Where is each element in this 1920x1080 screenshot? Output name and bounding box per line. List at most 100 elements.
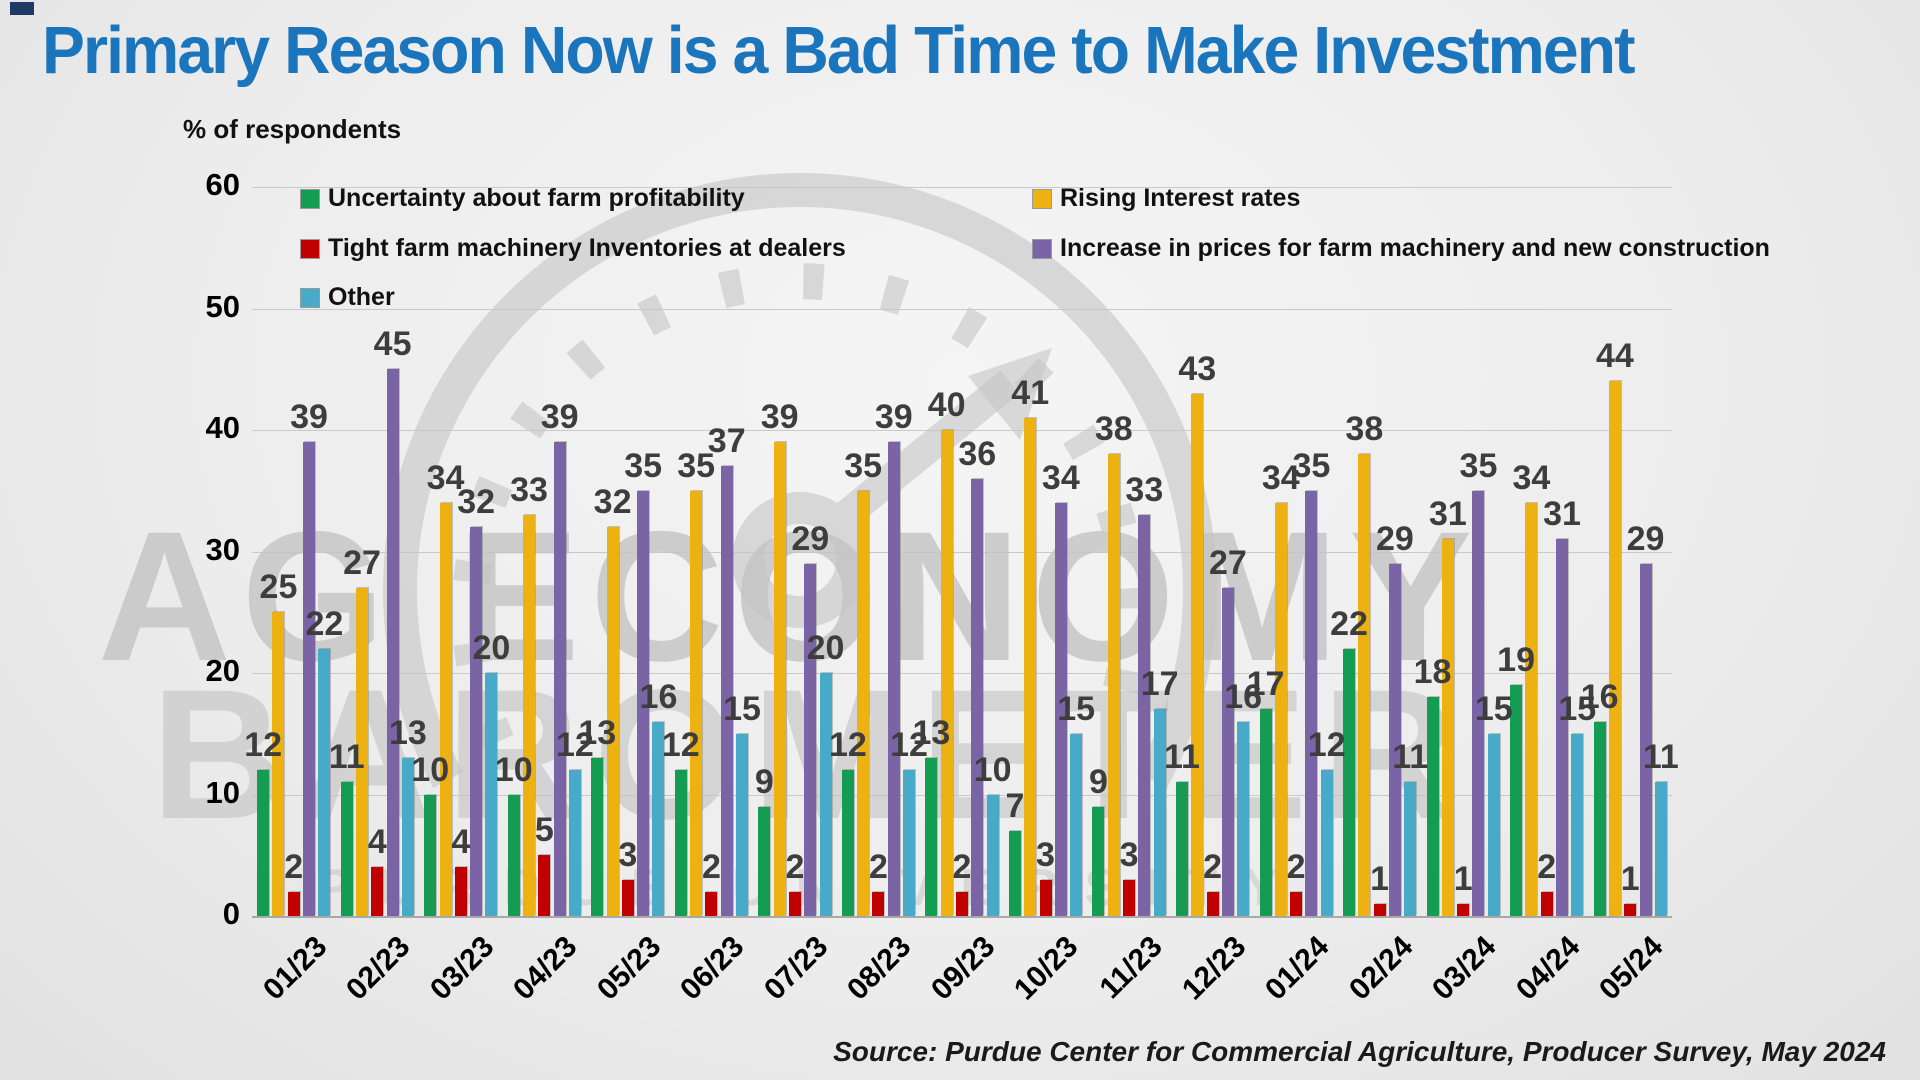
bar-value-price-increase-04/23: 39 [540,398,579,437]
bar-value-uncertainty-05/23: 13 [578,714,617,753]
bar-price-increase-01/23 [303,442,316,916]
bar-value-rising-rates-05/24: 44 [1596,337,1634,376]
bar-value-price-increase-04/24: 31 [1543,495,1581,534]
legend-item-rising-rates: Rising Interest rates [1032,184,1300,213]
bar-other-04/24 [1571,733,1584,916]
bar-value-other-02/24: 11 [1392,738,1429,777]
bar-value-rising-rates-03/24: 31 [1428,495,1467,534]
y-axis-title: % of respondents [183,114,402,144]
bar-uncertainty-01/24 [1259,709,1272,916]
bar-value-other-06/23: 15 [723,689,761,728]
bar-uncertainty-01/23 [257,770,270,916]
bar-uncertainty-07/23 [758,806,771,916]
bar-value-uncertainty-01/24: 17 [1246,665,1285,704]
x-axis-label-01/24: 01/24 [1259,930,1336,1007]
gridline-10 [252,794,1672,796]
legend-swatch-uncertainty [300,188,320,209]
y-axis-label-40: 40 [205,410,240,445]
bar-value-price-increase-01/24: 35 [1292,446,1331,485]
bar-tight-inventories-03/23 [454,867,467,916]
bar-value-other-10/23: 15 [1057,689,1096,728]
bar-other-03/24 [1487,733,1500,916]
y-axis-label-60: 60 [205,167,240,202]
bar-value-price-increase-02/24: 29 [1376,519,1414,558]
bar-value-uncertainty-10/23: 7 [1005,786,1025,825]
bar-tight-inventories-05/23 [621,879,634,916]
bar-value-price-increase-07/23: 29 [791,519,830,558]
bar-value-tight-inventories-05/24: 1 [1620,859,1640,898]
x-axis-label-02/24: 02/24 [1342,930,1419,1007]
bar-value-rising-rates-07/23: 39 [760,398,799,437]
bar-value-rising-rates-08/23: 35 [844,446,883,485]
bar-tight-inventories-04/24 [1540,891,1553,916]
legend-label: Rising Interest rates [1060,184,1301,212]
source-credit: Source: Purdue Center for Commercial Agr… [833,1036,1886,1067]
bar-other-12/23 [1237,721,1250,916]
bar-uncertainty-05/23 [591,758,604,916]
bar-price-increase-04/24 [1556,539,1568,916]
bar-value-tight-inventories-07/23: 2 [785,847,805,886]
bar-uncertainty-10/23 [1008,830,1021,916]
bar-price-increase-03/24 [1472,490,1485,916]
bar-value-tight-inventories-04/24: 2 [1537,847,1557,886]
bar-other-10/23 [1070,733,1083,916]
bar-value-tight-inventories-02/23: 4 [367,823,387,862]
bar-value-rising-rates-01/24: 34 [1261,458,1300,497]
gridline-0 [252,916,1672,918]
bar-value-tight-inventories-03/23: 4 [451,823,471,862]
x-axis-label-08/23: 08/23 [841,930,918,1007]
bar-value-uncertainty-11/23: 9 [1088,762,1108,801]
bar-rising-rates-05/24 [1608,381,1621,916]
bar-price-increase-01/24 [1305,490,1318,916]
legend-label: Uncertainty about farm profitability [328,184,745,212]
bar-value-rising-rates-02/24: 38 [1345,410,1384,449]
bar-value-other-03/23: 20 [472,629,511,667]
bar-rising-rates-04/23 [523,515,536,916]
bar-value-rising-rates-01/23: 25 [259,568,298,607]
bar-value-uncertainty-03/23: 10 [411,750,450,789]
bar-value-other-02/23: 13 [388,714,427,753]
y-axis-label-10: 10 [205,774,240,810]
bar-value-uncertainty-05/24: 16 [1580,677,1619,716]
bar-value-rising-rates-02/23: 27 [343,543,381,582]
bar-value-uncertainty-07/23: 9 [754,762,774,801]
legend-swatch-tight-inventories [300,238,320,259]
bar-value-tight-inventories-03/24: 1 [1453,859,1473,898]
bar-tight-inventories-12/23 [1206,891,1219,916]
bar-value-tight-inventories-02/24: 1 [1370,859,1390,898]
bar-price-increase-12/23 [1221,587,1234,916]
bar-rising-rates-01/23 [272,612,285,916]
bar-value-uncertainty-02/23: 11 [328,738,365,777]
bar-value-uncertainty-12/23: 11 [1164,738,1200,777]
bar-value-other-05/24: 11 [1642,738,1679,777]
bar-value-uncertainty-09/23: 13 [912,714,951,753]
bar-rising-rates-02/24 [1358,454,1371,916]
gridline-50 [252,308,1672,310]
bar-tight-inventories-07/23 [788,891,801,916]
bar-value-price-increase-02/23: 45 [373,325,412,364]
bar-tight-inventories-09/23 [956,891,968,916]
x-axis-label-02/23: 02/23 [340,930,417,1007]
bar-uncertainty-06/23 [674,770,687,916]
x-axis-label-09/23: 09/23 [924,930,1002,1007]
x-axis-label-10/23: 10/23 [1008,930,1085,1007]
legend-label: Other [328,283,395,311]
bar-tight-inventories-06/23 [705,891,718,916]
bar-other-08/23 [903,770,916,916]
bar-value-other-01/23: 22 [305,604,344,643]
bar-value-price-increase-12/23: 27 [1208,543,1247,582]
bar-other-02/23 [401,758,414,916]
y-axis-label-0: 0 [222,896,240,931]
bar-value-uncertainty-03/24: 18 [1413,653,1452,692]
y-axis-label-20: 20 [205,653,240,688]
bar-other-04/23 [568,770,581,916]
legend-swatch-other [300,287,320,308]
bar-value-other-03/24: 15 [1474,689,1513,728]
bar-tight-inventories-03/24 [1457,903,1470,916]
x-axis-label-05/24: 05/24 [1593,930,1670,1007]
legend-item-uncertainty: Uncertainty about farm profitability [300,184,745,213]
bar-value-other-07/23: 20 [806,629,845,667]
bar-tight-inventories-01/24 [1290,891,1303,916]
gridline-40 [252,430,1672,431]
